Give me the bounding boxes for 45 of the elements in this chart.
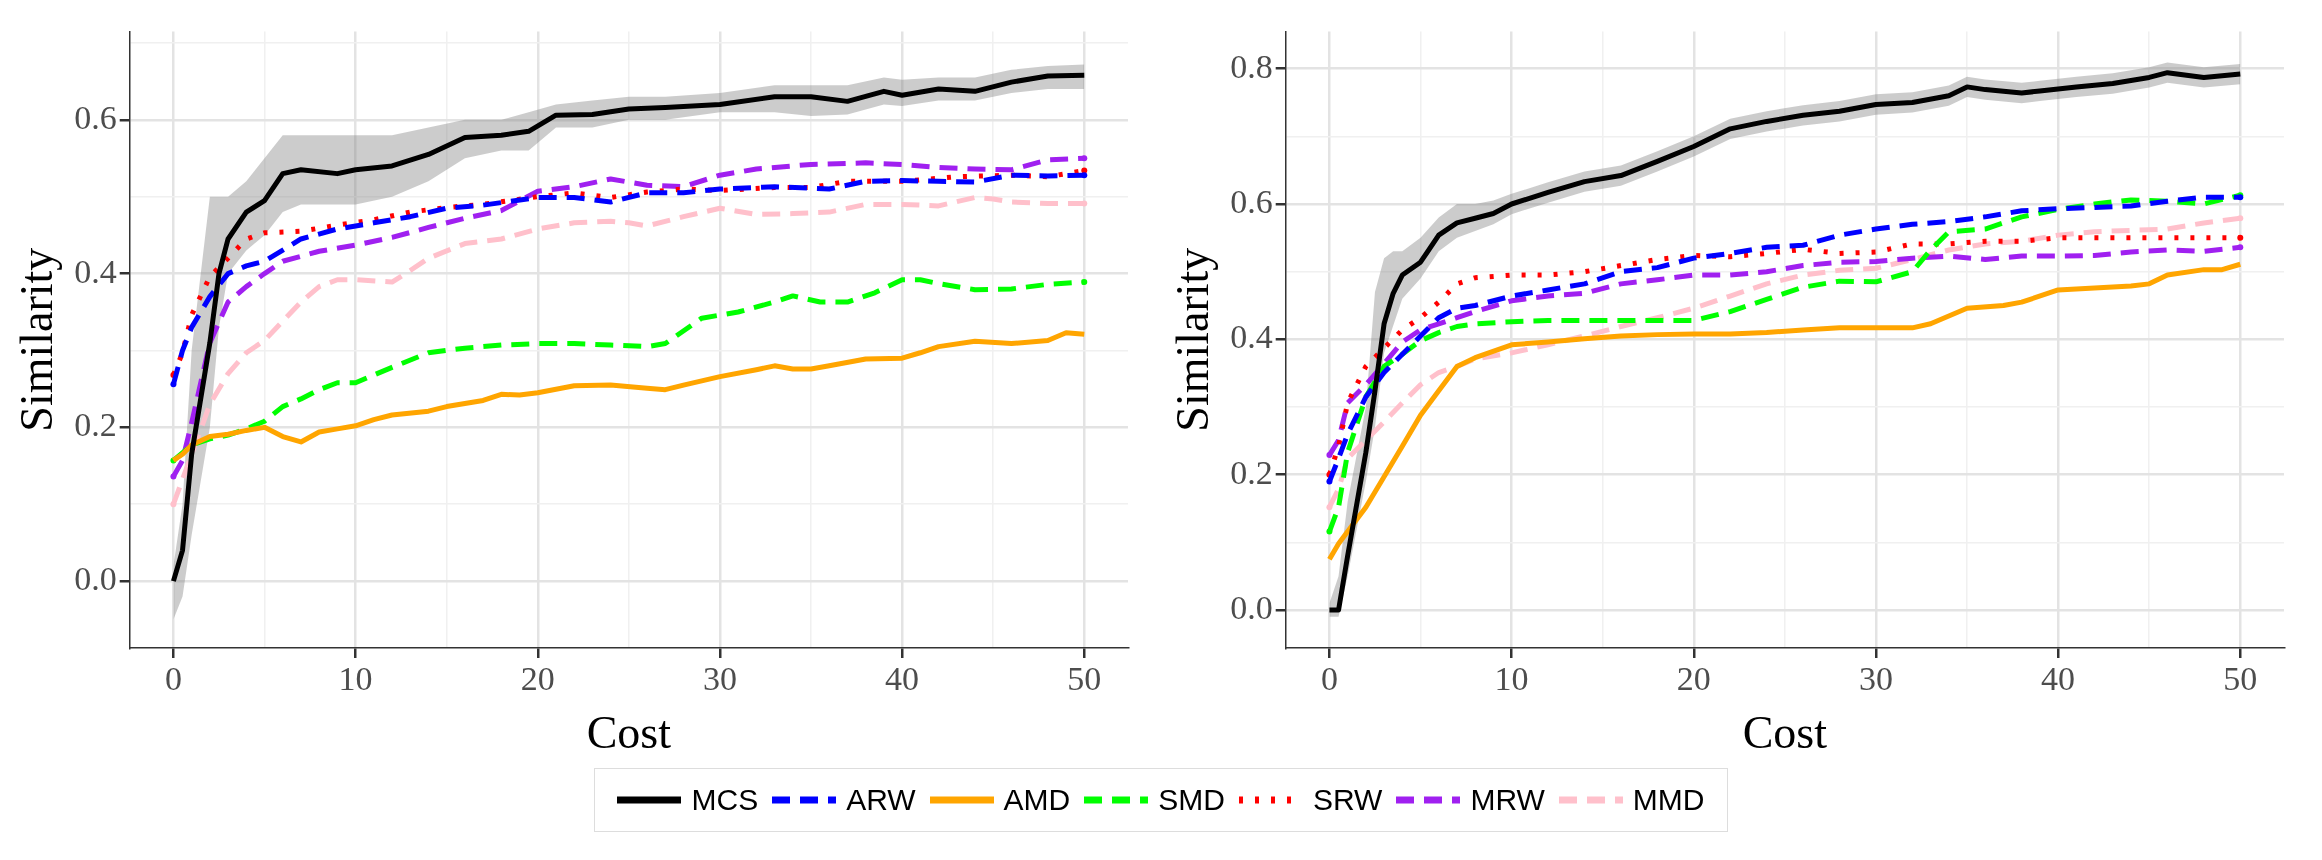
x-tick-label: 0 <box>1320 660 1338 698</box>
y-tick-label: 0.0 <box>74 560 117 598</box>
x-tick-label: 20 <box>1676 660 1711 698</box>
y-tick-label: 0.2 <box>74 406 117 444</box>
y-axis-title: Similarity <box>1166 247 1218 432</box>
point <box>1326 528 1333 535</box>
point <box>1326 452 1333 459</box>
x-tick-label: 40 <box>2041 660 2076 698</box>
y-tick-label: 0.6 <box>74 98 117 136</box>
point <box>1081 155 1088 162</box>
y-tick-label: 0.2 <box>1230 453 1273 491</box>
y-tick-label: 0.8 <box>1230 47 1273 85</box>
point <box>1081 279 1088 286</box>
legend-label: MCS <box>691 783 759 817</box>
point <box>1326 478 1333 485</box>
point <box>2237 234 2244 241</box>
legend-label: SRW <box>1312 783 1383 817</box>
point <box>1326 504 1333 511</box>
point <box>170 501 177 508</box>
legend-label: SMD <box>1158 783 1225 817</box>
y-tick-label: 0.4 <box>1230 318 1273 356</box>
x-tick-label: 10 <box>338 660 373 698</box>
point <box>2237 244 2244 251</box>
y-tick-label: 0.4 <box>74 252 117 290</box>
x-tick-label: 50 <box>2223 660 2258 698</box>
legend-label: ARW <box>846 783 916 817</box>
legend-label: AMD <box>1003 783 1071 817</box>
x-tick-label: 40 <box>885 660 920 698</box>
point <box>1081 172 1088 179</box>
y-tick-label: 0.0 <box>1230 589 1273 627</box>
point <box>170 473 177 480</box>
y-tick-label: 0.6 <box>1230 182 1273 220</box>
x-axis-title: Cost <box>586 707 672 759</box>
x-tick-label: 0 <box>164 660 182 698</box>
x-tick-label: 10 <box>1494 660 1529 698</box>
x-axis-title: Cost <box>1742 707 1828 759</box>
legend-label: MRW <box>1470 783 1545 817</box>
point <box>170 381 177 388</box>
x-tick-label: 30 <box>1858 660 1893 698</box>
point <box>2237 215 2244 222</box>
x-tick-label: 50 <box>1067 660 1102 698</box>
x-tick-label: 30 <box>702 660 737 698</box>
y-axis-title: Similarity <box>10 247 62 432</box>
legend-label: MMD <box>1632 783 1705 817</box>
x-tick-label: 20 <box>520 660 555 698</box>
